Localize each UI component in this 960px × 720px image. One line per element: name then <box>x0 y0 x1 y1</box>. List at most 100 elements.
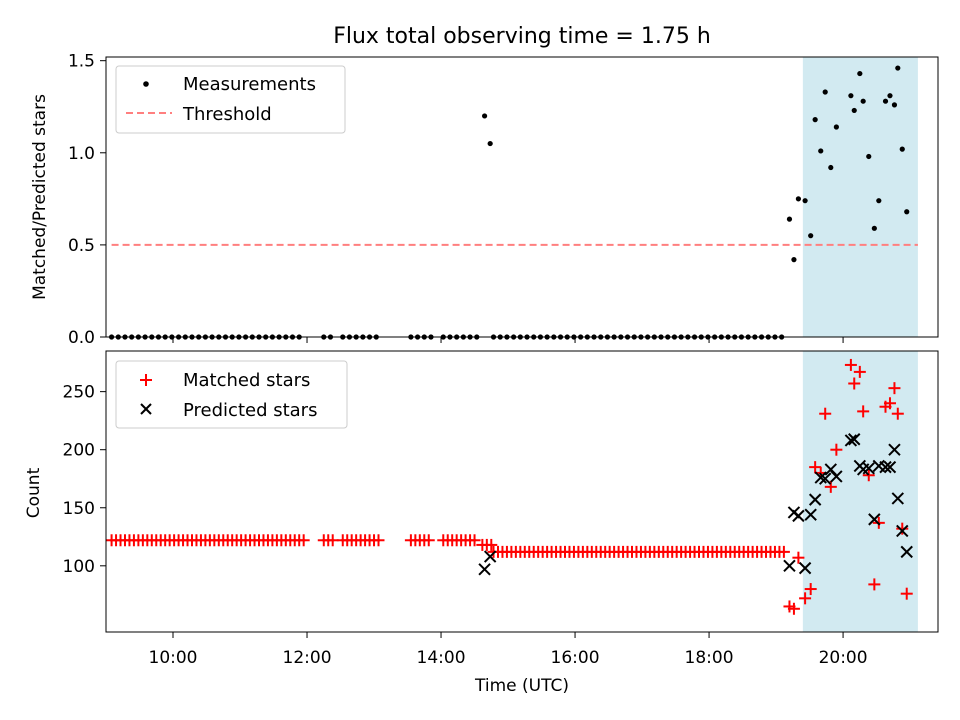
top-legend-box <box>115 65 346 134</box>
matched-star-point <box>468 534 481 547</box>
x-tick-label: 18:00 <box>685 648 734 668</box>
measurement-point <box>808 233 814 239</box>
predicted-star-point <box>478 563 491 576</box>
y-tick-label: 1.5 <box>68 52 95 72</box>
measurement-point <box>848 93 854 99</box>
legend-predicted-marker <box>140 403 152 415</box>
legend-predicted-label: Predicted stars <box>183 400 317 421</box>
x-b <box>478 563 491 576</box>
x-b <box>804 508 817 521</box>
x-b <box>848 433 861 446</box>
bottom-x-ticks: 10:00 12:00 14:00 16:00 18:00 20:00 <box>149 632 868 668</box>
x-tick-label: 20:00 <box>819 648 868 668</box>
x-b <box>783 559 796 573</box>
predicted-star-point <box>783 559 796 573</box>
predicted-star-point <box>862 462 875 475</box>
measurement-point <box>860 98 866 104</box>
legend-measurements-marker <box>143 81 149 87</box>
measurement-point <box>904 209 910 215</box>
predicted-star-point <box>868 513 881 526</box>
bottom-legend-box <box>115 360 348 429</box>
legend-threshold-label: Threshold <box>182 104 272 125</box>
y-tick-label: 0.5 <box>68 236 95 256</box>
matched-star-point <box>787 602 800 615</box>
observing-window-span <box>802 57 918 337</box>
measurement-point <box>822 89 828 95</box>
x-tick-label: 10:00 <box>149 648 198 668</box>
measurement-point <box>812 117 818 123</box>
x-tick-label: 14:00 <box>417 648 466 668</box>
matched-star-point <box>853 365 866 378</box>
predicted-star-point <box>848 433 861 446</box>
matched-star-point <box>792 551 805 564</box>
matched-star-point <box>824 480 837 493</box>
measurement-point <box>899 146 905 152</box>
measurement-point <box>851 107 857 114</box>
matched-star-point <box>297 534 310 547</box>
predicted-star-point <box>888 443 901 456</box>
matched-star-point <box>862 469 875 482</box>
y-tick-label: 200 <box>63 441 95 461</box>
x-b <box>814 471 827 484</box>
top-axes-frame <box>105 56 939 338</box>
predicted-star-point <box>808 493 822 506</box>
matched-star-point <box>844 358 857 371</box>
predicted-star-point <box>792 509 805 523</box>
predicted-star-point <box>900 545 913 559</box>
matched-star-point <box>848 377 861 390</box>
top-panel: 0.0 0.5 1.0 1.5 Flux total observing time =… <box>30 24 939 348</box>
predicted-star-point <box>879 460 892 474</box>
predicted-star-point <box>798 561 812 575</box>
measurement-point <box>833 124 839 130</box>
matched-star-point <box>372 534 385 547</box>
x-b <box>879 460 892 474</box>
legend-matched-label: Matched stars <box>183 370 310 391</box>
x-b <box>818 472 832 485</box>
top-legend: Measurements Threshold <box>115 65 346 134</box>
matched-star-point <box>422 534 435 547</box>
y-tick-label: 250 <box>63 383 95 403</box>
x-b <box>868 513 881 526</box>
x-b <box>483 550 497 563</box>
x-tick-label: 12:00 <box>283 648 332 668</box>
matched-star-point <box>819 407 832 420</box>
matched-star-point <box>326 534 339 547</box>
x-b <box>792 509 805 523</box>
x-tick-label: 16:00 <box>551 648 600 668</box>
measurement-point <box>871 225 877 231</box>
matched-star-point <box>883 397 896 410</box>
matched-star-point <box>777 545 790 558</box>
bottom-y-ticks: 100 150 200 250 <box>63 383 106 577</box>
measurement-point <box>876 198 882 204</box>
measurement-point <box>487 140 493 147</box>
measurement-point <box>891 102 898 108</box>
top-y-ticks: 0.0 0.5 1.0 1.5 <box>68 52 106 348</box>
y-tick-label: 100 <box>63 557 95 577</box>
matched-star-point <box>804 583 817 596</box>
legend-measurements-label: Measurements <box>183 74 316 95</box>
chart-title: Flux total observing time = 1.75 h <box>333 24 711 49</box>
y-tick-label: 1.0 <box>68 144 95 164</box>
top-x-ticks <box>172 337 844 343</box>
measurement-point <box>887 93 893 99</box>
matched-star-point <box>891 407 904 420</box>
measurement-point <box>828 164 834 171</box>
x-b <box>896 524 909 538</box>
predicted-star-point <box>483 550 497 563</box>
x-b <box>844 434 858 447</box>
x-b <box>872 459 886 473</box>
matched-star-point <box>857 405 870 418</box>
measurement-point <box>895 65 901 71</box>
x-b <box>798 561 812 575</box>
matched-star-point <box>799 592 812 605</box>
x-b <box>824 463 837 476</box>
bottom-marks <box>105 358 913 615</box>
x-b <box>900 545 913 559</box>
legend-matched-marker <box>140 374 152 386</box>
predicted-star-point <box>804 508 817 521</box>
y-tick-label: 150 <box>63 499 95 519</box>
measurement-point <box>786 216 793 222</box>
x-axis-label: Time (UTC) <box>474 676 569 696</box>
measurement-point <box>857 70 863 77</box>
